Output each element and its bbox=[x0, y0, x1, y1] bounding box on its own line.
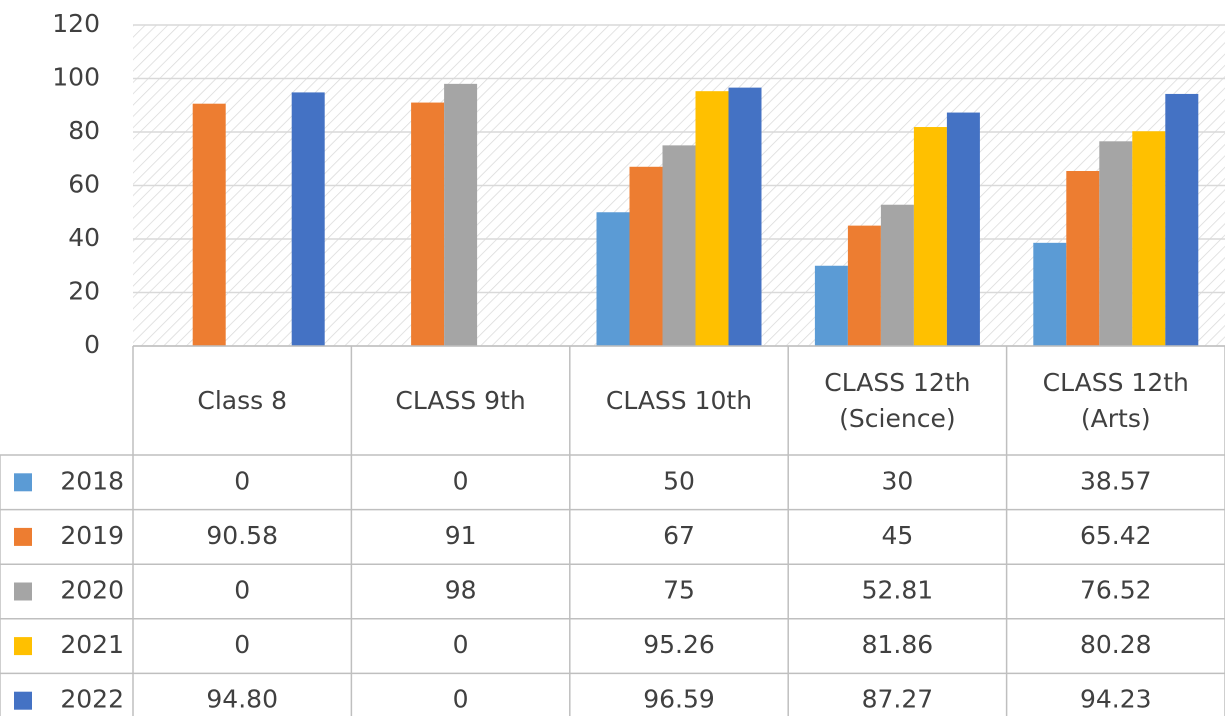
category-label: Class 8 bbox=[197, 385, 287, 415]
table-cell: 0 bbox=[234, 576, 250, 605]
table-cell: 90.58 bbox=[206, 521, 278, 550]
table-cell: 94.80 bbox=[206, 685, 278, 714]
legend-label: 2022 bbox=[60, 685, 124, 714]
bar bbox=[847, 225, 881, 346]
bar bbox=[1066, 171, 1100, 346]
table-cell: 87.27 bbox=[862, 685, 934, 714]
table-cell: 75 bbox=[663, 576, 695, 605]
bar bbox=[880, 204, 914, 346]
bar bbox=[814, 265, 848, 346]
bar bbox=[1165, 93, 1199, 346]
y-tick-label: 100 bbox=[52, 63, 100, 92]
table-cell: 96.59 bbox=[643, 685, 715, 714]
table-cell: 38.57 bbox=[1080, 466, 1152, 495]
table-cell: 0 bbox=[234, 630, 250, 659]
legend-label: 2021 bbox=[60, 630, 124, 659]
y-tick-label: 40 bbox=[68, 223, 100, 252]
bar bbox=[1033, 242, 1067, 346]
legend-key bbox=[14, 527, 32, 546]
legend-label: 2020 bbox=[60, 576, 124, 605]
y-tick-label: 0 bbox=[84, 330, 100, 359]
table-header-cell: CLASS 9th bbox=[395, 385, 526, 415]
legend-label: 2018 bbox=[60, 466, 124, 495]
bar bbox=[662, 145, 696, 346]
bar bbox=[1099, 141, 1133, 346]
y-tick-label: 120 bbox=[52, 9, 100, 38]
table-cell: 0 bbox=[234, 466, 250, 495]
table-cell: 94.23 bbox=[1080, 685, 1152, 714]
table-cell: 76.52 bbox=[1080, 576, 1152, 605]
bar bbox=[629, 166, 663, 346]
bar bbox=[728, 87, 762, 346]
legend-key bbox=[14, 691, 32, 710]
table-cell: 50 bbox=[663, 466, 695, 495]
table-cell: 95.26 bbox=[643, 630, 715, 659]
table-header-cell: Class 8 bbox=[197, 385, 287, 415]
table-cell: 91 bbox=[445, 521, 477, 550]
legend-label: 2019 bbox=[60, 521, 124, 550]
category-label: CLASS 12th (Arts) bbox=[1042, 367, 1189, 433]
table-header-cell: CLASS 12th (Arts) bbox=[1042, 367, 1189, 433]
table-cell: 45 bbox=[881, 521, 913, 550]
table-cell: 67 bbox=[663, 521, 695, 550]
table-cell: 81.86 bbox=[862, 630, 934, 659]
legend-key bbox=[14, 637, 32, 656]
y-tick-label: 60 bbox=[68, 170, 100, 199]
table-cell: 0 bbox=[453, 630, 469, 659]
category-label: CLASS 12th (Science) bbox=[824, 367, 971, 433]
bar bbox=[946, 112, 980, 346]
table-cell: 80.28 bbox=[1080, 630, 1152, 659]
bar bbox=[444, 83, 478, 346]
table-cell: 65.42 bbox=[1080, 521, 1152, 550]
legend-key bbox=[14, 582, 32, 601]
bar bbox=[596, 212, 630, 346]
table-header-cell: CLASS 12th (Science) bbox=[824, 367, 971, 433]
y-tick-label: 80 bbox=[68, 116, 100, 145]
category-label: CLASS 10th bbox=[605, 385, 753, 415]
y-tick-label: 20 bbox=[68, 277, 100, 306]
category-label: CLASS 9th bbox=[395, 385, 526, 415]
table-cell: 98 bbox=[445, 576, 477, 605]
table-cell: 52.81 bbox=[862, 576, 934, 605]
table-cell: 0 bbox=[453, 685, 469, 714]
bar bbox=[192, 103, 226, 346]
bar bbox=[913, 127, 947, 346]
bar bbox=[1132, 131, 1166, 346]
table-cell: 30 bbox=[881, 466, 913, 495]
table-header-cell: CLASS 10th bbox=[605, 385, 753, 415]
bar bbox=[411, 102, 445, 346]
table-cell: 0 bbox=[453, 466, 469, 495]
bar bbox=[695, 91, 729, 346]
bar bbox=[291, 92, 325, 346]
legend-key bbox=[14, 473, 32, 492]
